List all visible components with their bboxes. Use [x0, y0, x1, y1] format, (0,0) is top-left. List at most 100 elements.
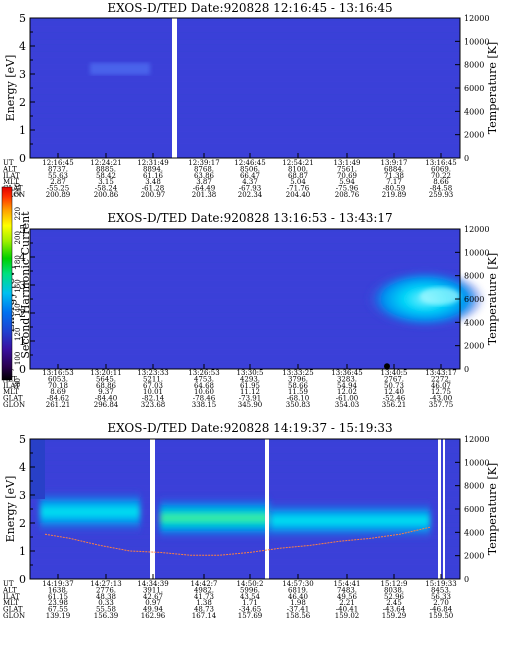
table-cell: 2.70 — [433, 599, 449, 607]
y-tick-label: 4 — [19, 251, 26, 264]
table-cell: 1.38 — [196, 599, 212, 607]
table-cell: 261.21 — [46, 401, 71, 409]
table-cell: 4293. — [240, 375, 260, 383]
table-cell: 15:4:41 — [334, 580, 361, 588]
table-cell: 219.89 — [382, 191, 407, 199]
table-cell: 12.40 — [384, 388, 404, 396]
ion-band-right — [270, 500, 430, 541]
table-cell: 14:50:2 — [237, 580, 264, 588]
table-cell: -34.65 — [239, 606, 261, 614]
y2-axis-label: Temperature [K] — [486, 42, 499, 134]
plot-background — [30, 18, 460, 158]
table-cell: 13:33:25 — [282, 369, 313, 377]
y-tick-label: 0 — [19, 573, 26, 586]
table-cell: 70.22 — [431, 172, 451, 180]
table-cell: 8.69 — [50, 388, 66, 396]
table-row-label: GLON — [3, 612, 25, 620]
y-tick-label: 3 — [19, 68, 26, 81]
table-cell: 3.15 — [98, 178, 114, 186]
table-cell: 23.98 — [48, 599, 68, 607]
table-cell: 4.37 — [242, 178, 258, 186]
table-cell: 204.40 — [286, 191, 311, 199]
table-cell: 159.29 — [382, 612, 407, 620]
table-cell: 5645. — [96, 375, 116, 383]
table-cell: 70.69 — [337, 172, 357, 180]
table-cell: 8768. — [194, 165, 214, 173]
y-tick-label: 1 — [19, 545, 26, 558]
table-cell: 70.18 — [48, 382, 68, 390]
table-cell: 8038. — [384, 586, 404, 594]
table-cell: 156.39 — [94, 612, 119, 620]
table-cell: 42.67 — [143, 593, 163, 601]
y-tick-label: 0 — [19, 363, 26, 376]
table-cell: 7483. — [337, 586, 357, 594]
table-cell: 12:54:21 — [282, 159, 313, 167]
panel-2: EXOS-D/TED Date:920828 13:16:53 - 13:43:… — [2, 211, 499, 409]
table-cell: 15:19:33 — [425, 580, 456, 588]
y2-tick-label: 2000 — [464, 342, 484, 351]
table-cell: 14:42:7 — [191, 580, 218, 588]
table-cell: 61.15 — [48, 593, 68, 601]
temperature-trace — [44, 526, 431, 556]
table-cell: 12:39:17 — [188, 159, 219, 167]
table-cell: 8885. — [96, 165, 116, 173]
table-cell: 48.73 — [194, 606, 214, 614]
y2-tick-label: 12000 — [464, 225, 489, 234]
table-cell: 52.96 — [384, 593, 405, 601]
table-cell: 13:16:53 — [42, 369, 73, 377]
y2-tick-label: 8000 — [464, 482, 484, 491]
y2-axis-label: Temperature [K] — [486, 463, 499, 555]
panel-title: EXOS-D/TED Date:920828 12:16:45 - 13:16:… — [107, 1, 392, 15]
table-cell: 54.94 — [337, 382, 358, 390]
table-cell: -37.41 — [287, 606, 309, 614]
colorbar-tick-label: 200 — [14, 231, 22, 244]
table-cell: 3.87 — [196, 178, 212, 186]
table-cell: 2.21 — [339, 599, 355, 607]
table-cell: 5996. — [240, 586, 260, 594]
colorbar-tick-label: 180 — [14, 255, 22, 268]
table-cell: -43.64 — [383, 606, 406, 614]
y-tick-label: 2 — [19, 517, 26, 530]
y2-tick-label: 4000 — [464, 318, 484, 327]
y2-tick-label: 0 — [464, 575, 469, 584]
table-row-label: GLAT — [3, 395, 23, 403]
y-tick-label: 0 — [19, 152, 26, 165]
y-axis-label: Energy [eV] — [4, 476, 17, 543]
table-cell: 12:31:49 — [137, 159, 168, 167]
panel-1: EXOS-D/TED Date:920828 12:16:45 - 13:16:… — [2, 1, 499, 199]
y-tick-label: 5 — [19, 433, 26, 446]
table-cell: 12:46:45 — [234, 159, 265, 167]
table-cell: 1.71 — [242, 599, 258, 607]
table-cell: 1638. — [48, 586, 68, 594]
table-cell: 2.87 — [50, 178, 66, 186]
table-cell: 2.45 — [386, 599, 402, 607]
table-cell: 46.07 — [431, 382, 451, 390]
table-row-label: GLAT — [3, 606, 23, 614]
colorbar-label: Second Harmonic Current — [19, 211, 32, 359]
y2-axis-label: Temperature [K] — [486, 253, 499, 345]
table-cell: -71.76 — [287, 185, 310, 193]
table-row-label: MLT — [3, 599, 19, 607]
table-cell: 68.86 — [96, 382, 117, 390]
table-cell: 67.03 — [143, 382, 163, 390]
y2-tick-label: 6000 — [464, 505, 484, 514]
table-cell: 350.83 — [286, 401, 311, 409]
orbit-table: UTALTILATMLTGLATGLON13:16:536053.70.188.… — [2, 369, 457, 409]
table-cell: 3911. — [143, 586, 163, 594]
ion-flux-core — [420, 287, 460, 306]
table-cell: 15:12:9 — [381, 580, 408, 588]
table-cell: -82.14 — [142, 395, 165, 403]
table-cell: 139.19 — [46, 612, 71, 620]
table-cell: 11.12 — [240, 388, 260, 396]
data-gap — [438, 439, 441, 579]
table-cell: 8100. — [288, 165, 308, 173]
y-tick-label: 2 — [19, 307, 26, 320]
table-cell: 13:36:45 — [331, 369, 362, 377]
table-row-label: ILAT — [3, 593, 20, 601]
table-cell: 8894. — [143, 165, 163, 173]
table-cell: 12.02 — [337, 388, 357, 396]
table-cell: 2776. — [96, 586, 116, 594]
table-cell: 208.76 — [335, 191, 360, 199]
table-cell: 5211. — [143, 375, 163, 383]
